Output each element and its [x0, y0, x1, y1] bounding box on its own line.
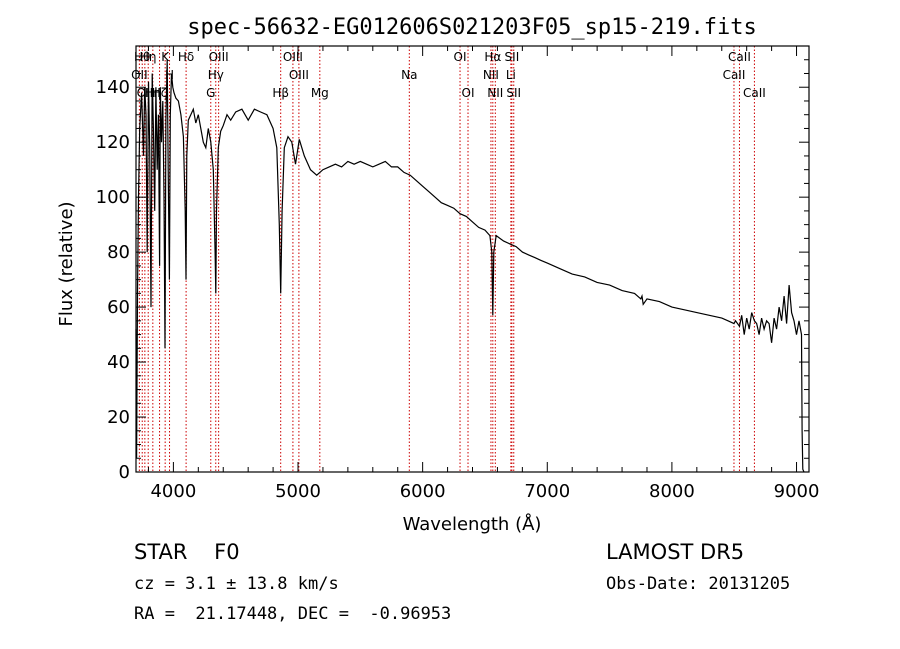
spectral-line-label: Hα — [484, 50, 501, 64]
spectrum-series — [135, 59, 805, 473]
spectral-line-label: CaII — [723, 68, 746, 82]
spectral-line-markers — [138, 46, 755, 472]
x-axis-ticks: 4000 5000 6000 7000 8000 9000 — [147, 46, 820, 502]
spectral-line-label: NII — [483, 68, 499, 82]
y-tick-label: 20 — [107, 407, 130, 428]
spectral-line-label: OIII — [289, 68, 309, 82]
y-axis-ticks: 0 20 40 60 80 100 120 140 — [96, 59, 809, 483]
spectral-line-label: SII — [505, 50, 520, 64]
spectral-line-label: Na — [401, 68, 417, 82]
y-tick-label: 0 — [119, 462, 130, 483]
y-tick-label: 80 — [107, 242, 130, 263]
spectral-line-label: K — [161, 50, 170, 64]
spectral-line-label: OII — [131, 68, 148, 82]
x-tick-label: 4000 — [150, 481, 196, 502]
x-tick-label: 5000 — [275, 481, 321, 502]
spectral-line-label: Hζ — [152, 86, 168, 100]
spectral-line-label: Hη — [140, 50, 157, 64]
spectral-line-label: OIII — [283, 50, 303, 64]
spectral-line-label: Hγ — [208, 68, 224, 82]
x-tick-label: 6000 — [400, 481, 446, 502]
x-axis-label: Wavelength (Å) — [403, 513, 542, 535]
y-axis-label: Flux (relative) — [56, 201, 77, 326]
spectral-line-label: OI — [454, 50, 467, 64]
spectral-line-label: H — [165, 68, 174, 82]
ra-dec-coordinates: RA = 21.17448, DEC = -0.96953 — [134, 604, 452, 624]
y-tick-label: 140 — [96, 77, 130, 98]
redshift-cz: cz = 3.1 ± 13.8 km/s — [134, 574, 339, 594]
observation-date: Obs-Date: 20131205 — [606, 574, 791, 594]
plot-border — [135, 45, 810, 473]
y-tick-label: 60 — [107, 297, 130, 318]
spectral-line-label: OIII — [209, 50, 229, 64]
spectral-line-labels: OIIHθOIIHηHηHζKHHδGHγOIIIHβOIIIOIIIMgNaO… — [131, 50, 766, 100]
survey-name: LAMOST DR5 — [606, 540, 745, 564]
y-tick-label: 100 — [96, 187, 130, 208]
spectral-line-label: Hβ — [272, 86, 289, 100]
x-tick-label: 8000 — [649, 481, 695, 502]
y-tick-label: 40 — [107, 352, 130, 373]
chart-title: spec-56632-EG012606S021203F05_sp15-219.f… — [187, 15, 757, 40]
spectral-line-label: Hδ — [178, 50, 194, 64]
spectral-line-label: Mg — [311, 86, 329, 100]
spectral-line-label: SII — [506, 86, 521, 100]
plot-frame — [135, 45, 810, 473]
object-type: STAR F0 — [134, 540, 240, 564]
spectral-line-label: CaII — [728, 50, 751, 64]
spectral-line-label: CaII — [743, 86, 766, 100]
y-tick-label: 120 — [96, 132, 130, 153]
spectral-line-label: Hθ — [134, 50, 150, 64]
spectral-line-label: G — [206, 86, 215, 100]
spectral-line-label: Li — [506, 68, 516, 82]
x-tick-label: 9000 — [774, 481, 820, 502]
spectral-line-label: NII — [487, 86, 503, 100]
x-tick-label: 7000 — [524, 481, 570, 502]
spectral-line-label: OI — [462, 86, 475, 100]
